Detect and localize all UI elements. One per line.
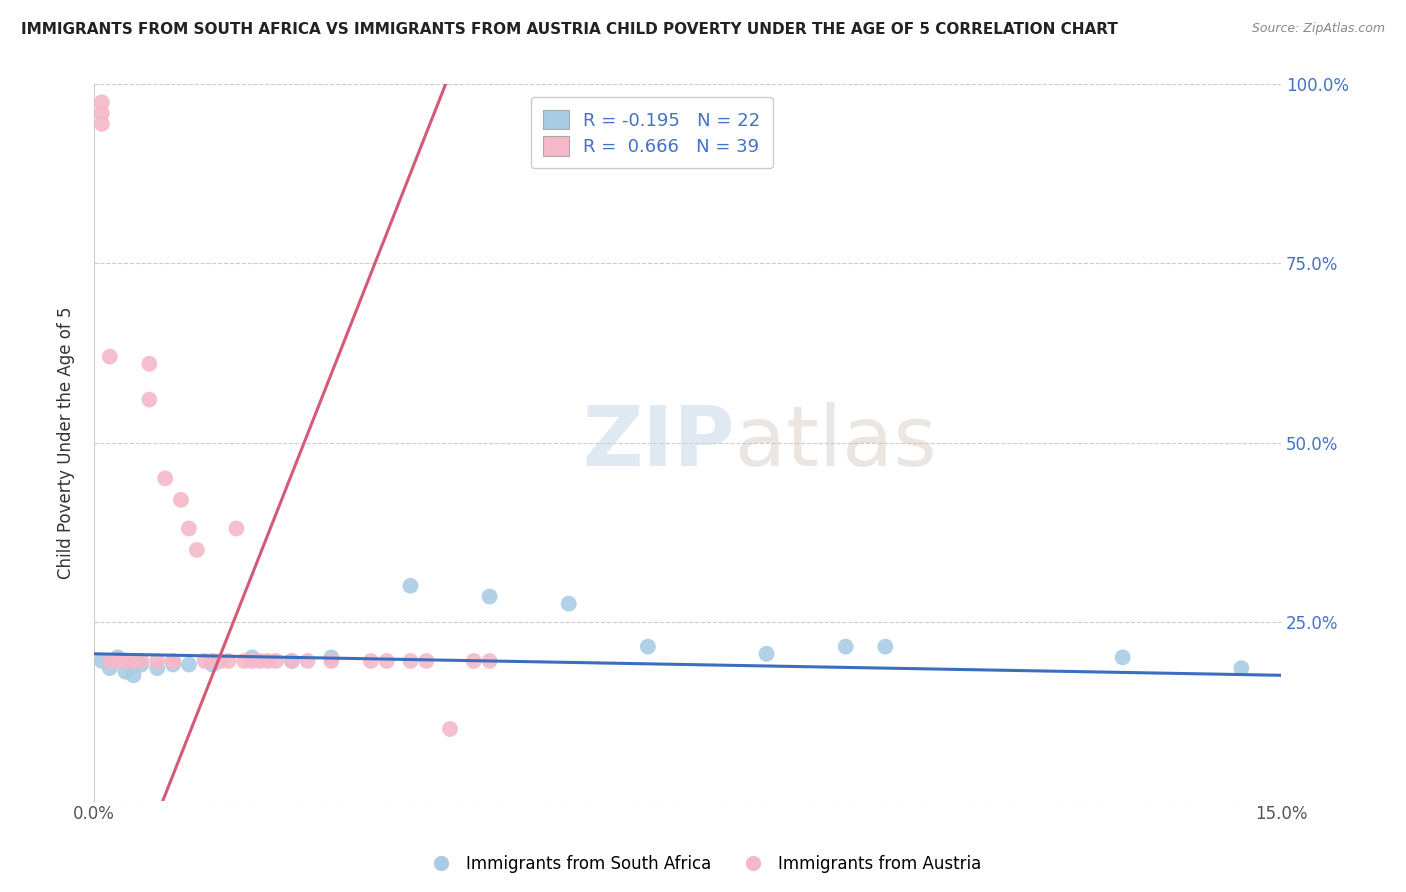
Point bbox=[321, 650, 343, 665]
Point bbox=[146, 661, 169, 675]
Point bbox=[162, 657, 184, 672]
Point bbox=[90, 117, 112, 131]
Point bbox=[478, 654, 501, 668]
Point bbox=[375, 654, 398, 668]
Point bbox=[131, 657, 153, 672]
Point bbox=[240, 650, 263, 665]
Point bbox=[201, 657, 224, 672]
Point bbox=[122, 668, 145, 682]
Point bbox=[463, 654, 485, 668]
Point bbox=[98, 654, 121, 668]
Point bbox=[240, 654, 263, 668]
Point bbox=[264, 654, 287, 668]
Legend: Immigrants from South Africa, Immigrants from Austria: Immigrants from South Africa, Immigrants… bbox=[418, 848, 988, 880]
Text: ZIP: ZIP bbox=[582, 402, 735, 483]
Point bbox=[281, 654, 304, 668]
Point bbox=[90, 95, 112, 110]
Point bbox=[257, 654, 280, 668]
Point bbox=[755, 647, 778, 661]
Point bbox=[98, 661, 121, 675]
Point bbox=[835, 640, 858, 654]
Point bbox=[558, 597, 581, 611]
Point bbox=[233, 654, 256, 668]
Point bbox=[162, 654, 184, 668]
Point bbox=[138, 357, 160, 371]
Point bbox=[98, 350, 121, 364]
Point bbox=[114, 665, 136, 679]
Point bbox=[225, 521, 247, 535]
Point bbox=[360, 654, 382, 668]
Point bbox=[107, 650, 129, 665]
Point bbox=[194, 654, 217, 668]
Point bbox=[186, 543, 208, 558]
Point bbox=[201, 654, 224, 668]
Point bbox=[415, 654, 437, 668]
Point bbox=[297, 654, 319, 668]
Text: Source: ZipAtlas.com: Source: ZipAtlas.com bbox=[1251, 22, 1385, 36]
Point bbox=[249, 654, 271, 668]
Point bbox=[1230, 661, 1253, 675]
Point bbox=[107, 654, 129, 668]
Point bbox=[478, 590, 501, 604]
Point bbox=[1111, 650, 1133, 665]
Point bbox=[90, 106, 112, 120]
Point bbox=[281, 654, 304, 668]
Point bbox=[162, 654, 184, 668]
Point bbox=[637, 640, 659, 654]
Point bbox=[209, 654, 232, 668]
Point bbox=[138, 392, 160, 407]
Text: atlas: atlas bbox=[735, 402, 936, 483]
Point bbox=[122, 654, 145, 668]
Point bbox=[122, 654, 145, 668]
Point bbox=[177, 521, 200, 535]
Point bbox=[399, 654, 422, 668]
Point bbox=[217, 654, 239, 668]
Legend: R = -0.195   N = 22, R =  0.666   N = 39: R = -0.195 N = 22, R = 0.666 N = 39 bbox=[531, 97, 773, 169]
Point bbox=[439, 722, 461, 736]
Text: IMMIGRANTS FROM SOUTH AFRICA VS IMMIGRANTS FROM AUSTRIA CHILD POVERTY UNDER THE : IMMIGRANTS FROM SOUTH AFRICA VS IMMIGRAN… bbox=[21, 22, 1118, 37]
Point bbox=[90, 654, 112, 668]
Point bbox=[399, 579, 422, 593]
Point bbox=[146, 654, 169, 668]
Point bbox=[114, 654, 136, 668]
Point bbox=[177, 657, 200, 672]
Point bbox=[321, 654, 343, 668]
Point bbox=[131, 654, 153, 668]
Y-axis label: Child Poverty Under the Age of 5: Child Poverty Under the Age of 5 bbox=[58, 306, 75, 579]
Point bbox=[875, 640, 897, 654]
Point bbox=[170, 492, 193, 507]
Point bbox=[153, 471, 176, 485]
